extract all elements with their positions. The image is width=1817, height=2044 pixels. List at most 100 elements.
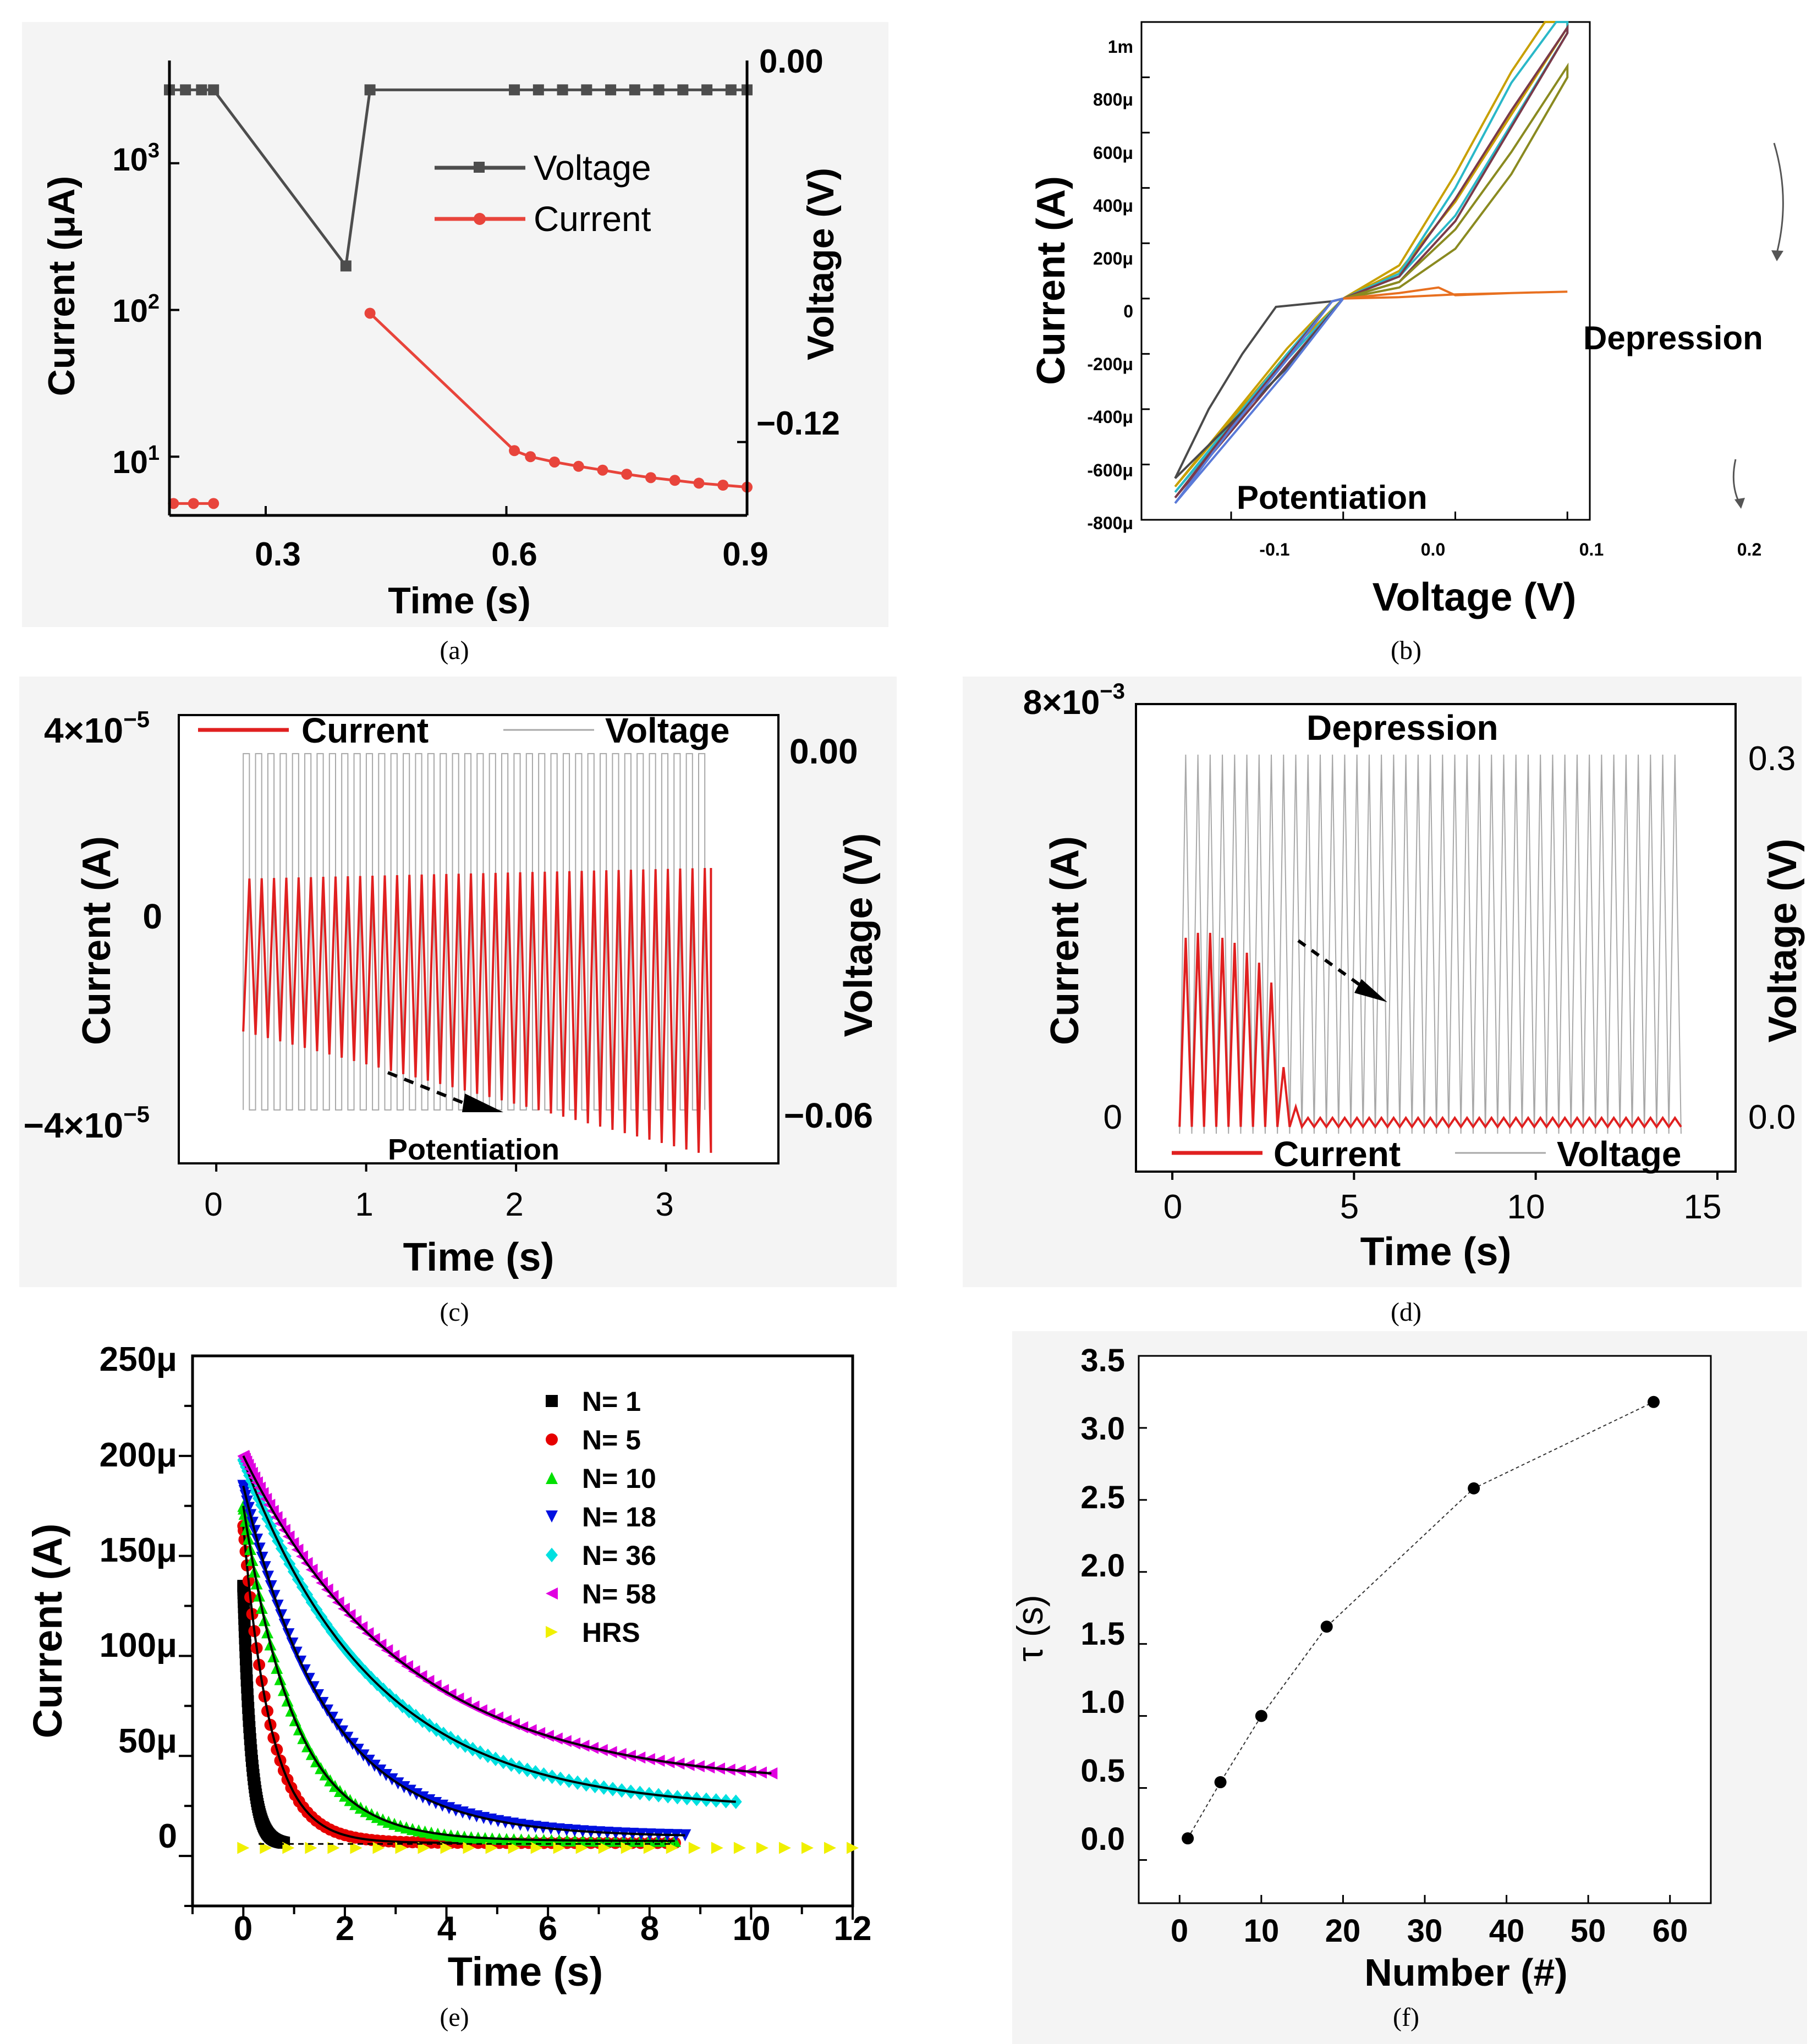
d-y2tick-1: 0.0 bbox=[1748, 1098, 1796, 1136]
e-xtick-1: 2 bbox=[336, 1910, 354, 1948]
b-xtick-3: 0.2 bbox=[1737, 540, 1761, 559]
e-hrs-point-21 bbox=[711, 1842, 723, 1854]
e-ylabel: Current (A) bbox=[25, 1524, 70, 1739]
e-legend-label-n58: N= 58 bbox=[582, 1579, 656, 1609]
c-xtick-3: 3 bbox=[655, 1186, 673, 1223]
d-ytick-top: 8×10−3 bbox=[1023, 679, 1125, 722]
c-legend-voltage: Voltage bbox=[605, 711, 729, 750]
e-hrs-point-17 bbox=[621, 1842, 633, 1854]
a-current-point-4 bbox=[509, 445, 520, 457]
b-annotation-potentiation: Potentiation bbox=[1237, 479, 1428, 516]
b-xtick-2: 0.1 bbox=[1579, 540, 1604, 559]
e-legend-marker-n18 bbox=[546, 1510, 558, 1523]
d-ytick-zero: 0 bbox=[1104, 1098, 1122, 1136]
d-xtick-2: 10 bbox=[1507, 1188, 1545, 1226]
b-ytick-5: 0 bbox=[1123, 301, 1133, 321]
b-series-5 bbox=[1343, 62, 1569, 300]
e-fit-n18 bbox=[242, 1485, 685, 1837]
e-hrs-point-22 bbox=[733, 1842, 746, 1854]
e-legend-marker-n5 bbox=[546, 1433, 558, 1446]
a-current-point-13 bbox=[717, 479, 729, 491]
chart-b-svg: 1m 800μ 600μ 400μ 200μ 0 -200μ -400μ -60… bbox=[1029, 21, 1784, 619]
f-xtick-4: 40 bbox=[1489, 1913, 1525, 1949]
a-voltage-point-6 bbox=[509, 84, 520, 96]
a-y2tick-0: 0.00 bbox=[759, 43, 824, 80]
panel-e: N= 1 N= 5 N= 10 N= 18 N= 36 N= 58 HRS 0 50μ 10… bbox=[0, 1331, 908, 2044]
f-ylabel: τ (s) bbox=[1009, 1595, 1050, 1661]
d-xtick-0: 0 bbox=[1163, 1188, 1182, 1226]
caption-f: (f) bbox=[1393, 2003, 1419, 2032]
e-ytick-3: 150μ bbox=[100, 1531, 177, 1569]
e-n58-point-79 bbox=[765, 1767, 778, 1780]
a-ytick-3: 103 bbox=[112, 139, 160, 178]
panel-a: 103 102 101 0.00 −0.12 0.3 0.6 0.9 Time … bbox=[0, 0, 908, 666]
e-hrs-point-25 bbox=[801, 1842, 814, 1854]
caption-b: (b) bbox=[1391, 636, 1421, 665]
e-hrs-point-11 bbox=[485, 1842, 498, 1854]
e-fit-n10 bbox=[242, 1505, 675, 1842]
b-xtick-1: 0.0 bbox=[1421, 540, 1445, 559]
a-legend-voltage: Voltage bbox=[534, 148, 651, 188]
caption-a: (a) bbox=[440, 636, 469, 665]
b-ytick-4: 200μ bbox=[1093, 249, 1133, 268]
b-ylabel: Current (A) bbox=[1029, 176, 1073, 385]
e-xtick-4: 8 bbox=[640, 1910, 659, 1948]
e-hrs-point-18 bbox=[643, 1842, 656, 1854]
b-ytick-3: 400μ bbox=[1093, 196, 1133, 216]
e-xtick-5: 10 bbox=[733, 1910, 771, 1948]
e-hrs-point-12 bbox=[508, 1842, 520, 1854]
c-xtick-2: 2 bbox=[505, 1186, 523, 1223]
a-current-point-3 bbox=[364, 307, 376, 319]
a-current-point-12 bbox=[693, 477, 705, 489]
b-ytick-2: 600μ bbox=[1093, 143, 1133, 163]
e-hrs-point-16 bbox=[598, 1842, 611, 1854]
f-xtick-1: 10 bbox=[1244, 1913, 1280, 1949]
e-fit-n1 bbox=[242, 1586, 284, 1844]
d-xtick-3: 15 bbox=[1684, 1188, 1722, 1226]
e-legend-label-n1: N= 1 bbox=[582, 1386, 641, 1417]
a-voltage-point-15 bbox=[725, 84, 737, 96]
e-hrs-point-2 bbox=[282, 1842, 295, 1854]
b-ytick-0: 1m bbox=[1108, 37, 1133, 57]
d-legend-current: Current bbox=[1273, 1134, 1401, 1174]
b-series-4 bbox=[1174, 296, 1346, 504]
c-annotation-potentiation: Potentiation bbox=[388, 1133, 559, 1166]
f-ytick-2: 1.0 bbox=[1080, 1684, 1125, 1720]
d-annotation-depression: Depression bbox=[1307, 708, 1498, 748]
b-ytick-1: 800μ bbox=[1093, 90, 1133, 109]
chart-a-background bbox=[22, 22, 888, 627]
e-hrs-point-10 bbox=[463, 1842, 475, 1854]
a-voltage-point-13 bbox=[677, 84, 689, 96]
c-legend-current: Current bbox=[301, 711, 429, 750]
e-legend-marker-n1 bbox=[546, 1395, 558, 1407]
a-xlabel: Time (s) bbox=[388, 580, 530, 622]
b-series-3 bbox=[1174, 296, 1347, 480]
d-y2tick-0: 0.3 bbox=[1748, 740, 1796, 778]
f-point-4 bbox=[1468, 1482, 1480, 1494]
e-legend-label-n18: N= 18 bbox=[582, 1502, 656, 1532]
a-voltage-point-4 bbox=[340, 260, 352, 272]
a-y2tick-1: −0.12 bbox=[756, 405, 840, 442]
a-current-point-8 bbox=[597, 464, 608, 476]
e-legend-marker-n10 bbox=[546, 1472, 558, 1484]
e-hrs-point-23 bbox=[756, 1842, 768, 1854]
a-current-point-10 bbox=[645, 472, 656, 483]
d-arrow-line bbox=[1297, 939, 1368, 992]
e-hrs-point-5 bbox=[350, 1842, 363, 1854]
a-legend-current: Current bbox=[534, 199, 651, 239]
a-ytick-1: 101 bbox=[112, 442, 160, 480]
f-point-2 bbox=[1255, 1710, 1267, 1722]
e-hrs-point-27 bbox=[847, 1842, 859, 1854]
a-voltage-point-11 bbox=[629, 84, 640, 96]
c-xtick-1: 1 bbox=[355, 1186, 373, 1223]
c-ytick-zero: 0 bbox=[142, 897, 162, 936]
chart-a-svg: 103 102 101 0.00 −0.12 0.3 0.6 0.9 Time … bbox=[22, 22, 888, 627]
a-voltage-point-12 bbox=[653, 84, 665, 96]
caption-e: (e) bbox=[440, 2003, 469, 2032]
b-annotation-depression: Depression bbox=[1583, 320, 1763, 356]
a-legend-voltage-marker bbox=[474, 162, 485, 173]
e-legend-marker-n58 bbox=[546, 1587, 558, 1600]
a-current-point-7 bbox=[573, 460, 584, 472]
a-voltage-point-5 bbox=[364, 84, 376, 96]
